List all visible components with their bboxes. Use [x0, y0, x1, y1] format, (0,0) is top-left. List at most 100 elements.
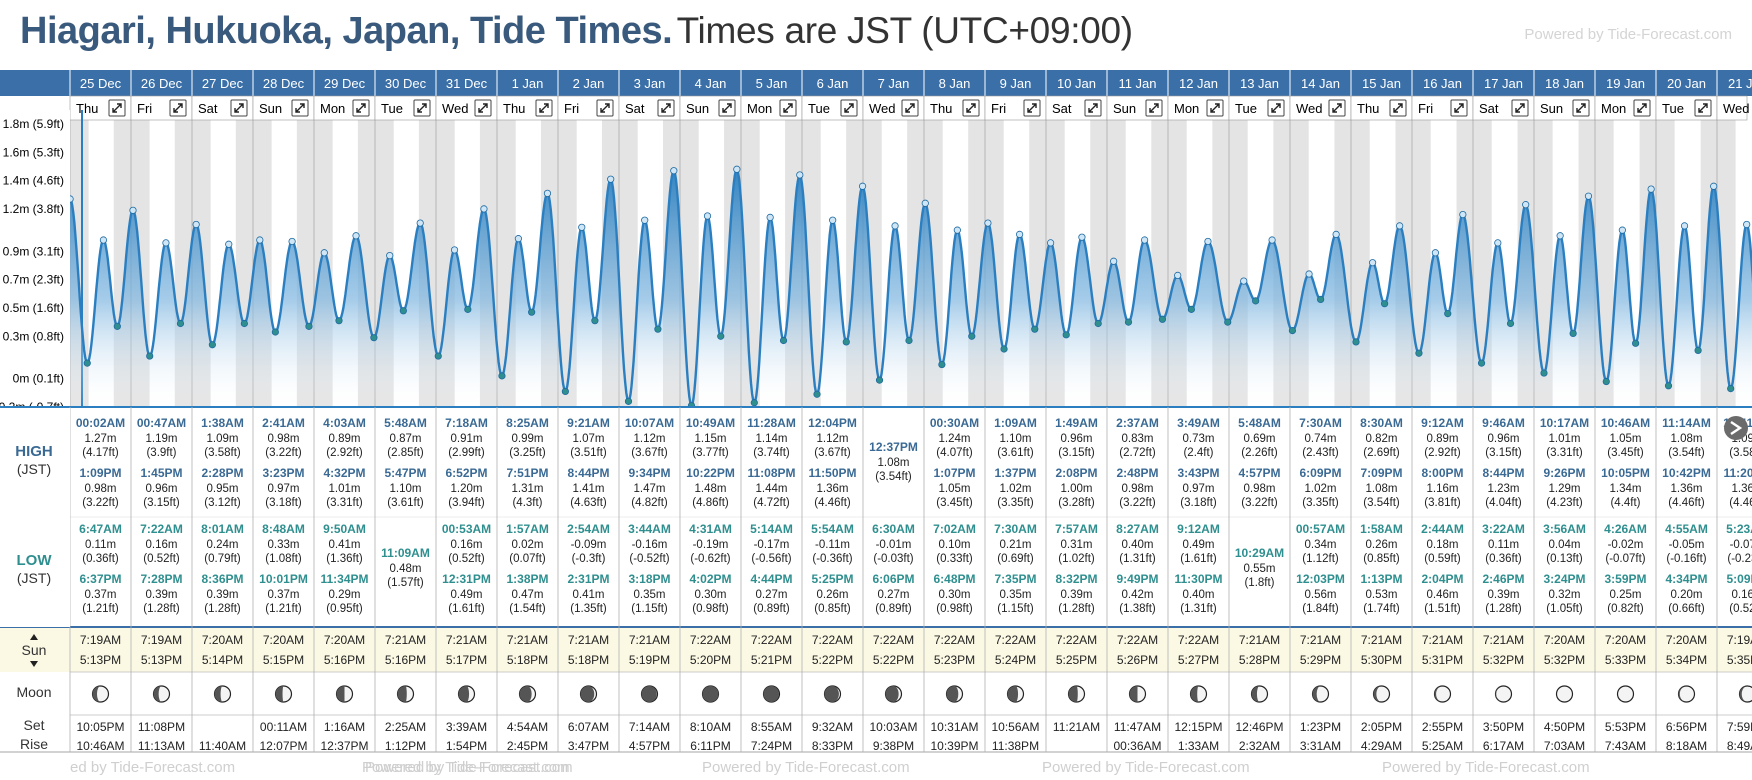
- expand-button[interactable]: [840, 99, 858, 117]
- low-tide-point[interactable]: [498, 372, 506, 380]
- high-tide-point[interactable]: [1078, 233, 1086, 241]
- expand-button[interactable]: [901, 99, 919, 117]
- high-tide-point[interactable]: [1396, 222, 1404, 230]
- low-tide-point[interactable]: [779, 336, 788, 345]
- high-tide-point[interactable]: [1332, 230, 1340, 238]
- low-tide-point[interactable]: [1727, 385, 1735, 393]
- low-tide-point[interactable]: [591, 317, 599, 325]
- high-tide-point[interactable]: [1431, 249, 1439, 257]
- high-tide-point[interactable]: [162, 239, 170, 247]
- high-tide-point[interactable]: [1369, 259, 1377, 267]
- low-tide-point[interactable]: [271, 328, 279, 336]
- high-tide-point[interactable]: [320, 249, 328, 257]
- high-tide-point[interactable]: [1459, 210, 1467, 219]
- powered-by-top[interactable]: Powered by Tide-Forecast.com: [1524, 26, 1732, 43]
- low-tide-point[interactable]: [1288, 326, 1297, 335]
- high-tide-point[interactable]: [1680, 222, 1689, 230]
- high-tide-point[interactable]: [670, 167, 678, 175]
- low-tide-point[interactable]: [1477, 359, 1486, 367]
- low-tide-point[interactable]: [687, 401, 696, 408]
- low-tide-point[interactable]: [1569, 329, 1577, 338]
- low-tide-point[interactable]: [208, 341, 216, 349]
- high-tide-point[interactable]: [829, 216, 837, 224]
- low-tide-point[interactable]: [813, 390, 821, 398]
- high-tide-point[interactable]: [703, 212, 712, 220]
- high-tide-point[interactable]: [766, 213, 774, 221]
- low-tide-point[interactable]: [146, 352, 154, 360]
- expand-button[interactable]: [718, 99, 736, 117]
- low-tide-point[interactable]: [1352, 338, 1360, 346]
- high-tide-point[interactable]: [1556, 232, 1564, 240]
- low-tide-point[interactable]: [968, 332, 976, 340]
- expand-button[interactable]: [291, 99, 309, 117]
- high-tide-point[interactable]: [1305, 270, 1313, 278]
- low-tide-point[interactable]: [1694, 346, 1702, 354]
- expand-button[interactable]: [230, 99, 248, 117]
- low-tide-point[interactable]: [1158, 315, 1167, 323]
- high-tide-point[interactable]: [1584, 192, 1593, 200]
- expand-button[interactable]: [1206, 99, 1224, 117]
- expand-button[interactable]: [1328, 99, 1346, 117]
- low-tide-point[interactable]: [1540, 369, 1548, 377]
- expand-button[interactable]: [962, 99, 980, 117]
- low-tide-point[interactable]: [938, 360, 946, 369]
- low-tide-point[interactable]: [561, 387, 569, 396]
- expand-button[interactable]: [657, 99, 675, 117]
- low-tide-point[interactable]: [1506, 319, 1515, 328]
- low-tide-point[interactable]: [240, 319, 248, 328]
- expand-button[interactable]: [413, 99, 431, 117]
- expand-button[interactable]: [1633, 99, 1651, 117]
- scroll-right-button[interactable]: [1724, 416, 1748, 440]
- high-tide-point[interactable]: [192, 220, 200, 229]
- high-tide-point[interactable]: [256, 236, 264, 244]
- high-tide-point[interactable]: [641, 216, 649, 224]
- high-tide-point[interactable]: [450, 246, 459, 254]
- expand-button[interactable]: [1511, 99, 1529, 117]
- expand-button[interactable]: [1084, 99, 1102, 117]
- high-tide-point[interactable]: [891, 222, 899, 230]
- expand-button[interactable]: [779, 99, 797, 117]
- low-tide-point[interactable]: [1380, 300, 1389, 308]
- low-tide-point[interactable]: [1187, 305, 1195, 313]
- low-tide-point[interactable]: [1000, 345, 1008, 353]
- high-tide-point[interactable]: [514, 235, 522, 243]
- high-tide-point[interactable]: [984, 219, 992, 227]
- high-tide-point[interactable]: [1047, 239, 1055, 247]
- low-tide-point[interactable]: [875, 376, 884, 384]
- low-tide-point[interactable]: [1252, 297, 1260, 305]
- high-tide-point[interactable]: [1204, 237, 1212, 246]
- low-tide-point[interactable]: [1224, 318, 1232, 326]
- low-tide-point[interactable]: [1062, 331, 1070, 339]
- low-tide-point[interactable]: [1444, 310, 1452, 318]
- high-tide-point[interactable]: [953, 226, 961, 234]
- high-tide-point[interactable]: [1647, 185, 1655, 193]
- low-tide-point[interactable]: [1317, 295, 1325, 304]
- high-tide-point[interactable]: [607, 175, 615, 183]
- high-tide-point[interactable]: [543, 189, 552, 197]
- high-tide-point[interactable]: [1710, 182, 1718, 190]
- expand-button[interactable]: [596, 99, 614, 117]
- expand-button[interactable]: [1572, 99, 1590, 117]
- expand-button[interactable]: [169, 99, 187, 117]
- high-tide-point[interactable]: [1618, 226, 1626, 234]
- low-tide-point[interactable]: [176, 319, 185, 328]
- high-tide-point[interactable]: [225, 240, 233, 248]
- low-tide-point[interactable]: [717, 332, 725, 340]
- high-tide-point[interactable]: [480, 205, 488, 213]
- high-tide-point[interactable]: [1016, 230, 1024, 238]
- high-tide-point[interactable]: [1174, 271, 1182, 280]
- low-tide-point[interactable]: [654, 325, 662, 333]
- low-tide-point[interactable]: [905, 336, 913, 345]
- high-tide-point[interactable]: [1110, 257, 1118, 265]
- expand-button[interactable]: [1023, 99, 1041, 117]
- high-tide-point[interactable]: [578, 223, 586, 231]
- high-tide-point[interactable]: [858, 182, 867, 190]
- low-tide-point[interactable]: [1124, 318, 1133, 326]
- high-tide-point[interactable]: [733, 165, 741, 173]
- expand-button[interactable]: [108, 99, 126, 117]
- low-tide-point[interactable]: [113, 322, 121, 330]
- high-tide-point[interactable]: [386, 251, 394, 260]
- low-tide-point[interactable]: [528, 308, 536, 316]
- high-tide-point[interactable]: [67, 195, 74, 203]
- low-tide-point[interactable]: [305, 322, 313, 330]
